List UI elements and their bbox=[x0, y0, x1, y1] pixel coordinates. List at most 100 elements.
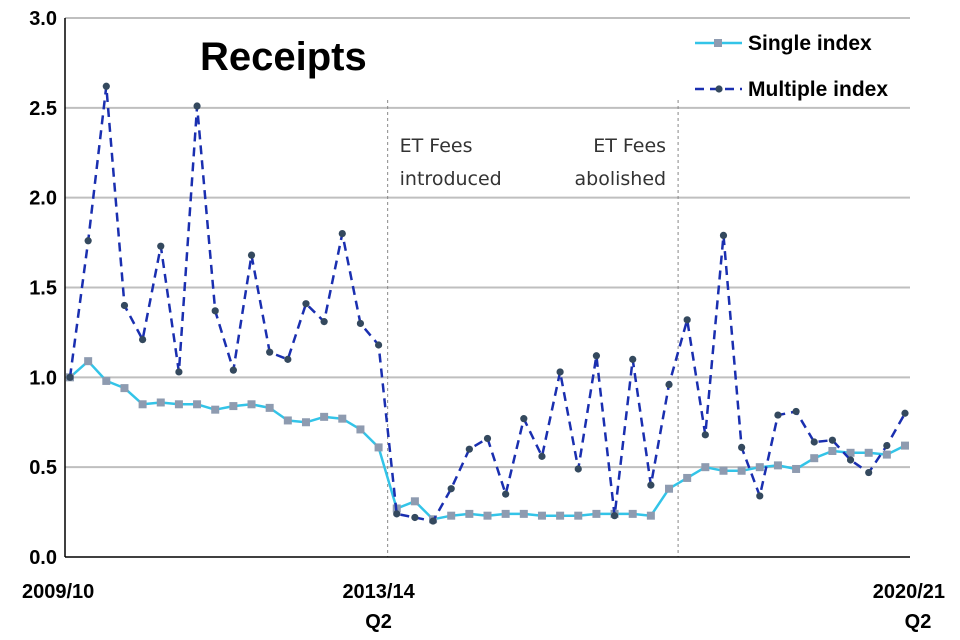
legend-marker bbox=[714, 39, 722, 47]
axes bbox=[64, 18, 910, 558]
data-point bbox=[665, 484, 674, 493]
data-point bbox=[773, 461, 782, 470]
data-point bbox=[301, 418, 310, 427]
data-point bbox=[320, 318, 328, 326]
data-point bbox=[537, 511, 546, 520]
series-layer bbox=[66, 82, 909, 525]
y-tick-label: 3.0 bbox=[29, 8, 57, 30]
data-point bbox=[828, 446, 837, 455]
x-tick-label: 2009/10 bbox=[22, 581, 94, 603]
data-point bbox=[665, 380, 673, 389]
data-point bbox=[719, 231, 728, 239]
data-point bbox=[284, 355, 292, 363]
data-point bbox=[247, 400, 256, 409]
data-point bbox=[156, 398, 165, 407]
data-point bbox=[865, 468, 873, 477]
data-point bbox=[574, 511, 583, 520]
data-point bbox=[647, 481, 655, 489]
data-point bbox=[502, 490, 510, 498]
chart-title: Receipts bbox=[200, 35, 367, 79]
data-point bbox=[846, 456, 855, 464]
y-tick-label: 2.0 bbox=[29, 188, 57, 210]
x-tick-label-line2: Q2 bbox=[365, 611, 392, 633]
data-point bbox=[520, 415, 528, 423]
data-point bbox=[592, 352, 601, 360]
data-point bbox=[756, 492, 764, 500]
data-point bbox=[556, 511, 565, 520]
data-point bbox=[193, 400, 202, 409]
data-point bbox=[393, 510, 401, 518]
y-tick-label: 1.5 bbox=[29, 278, 57, 300]
legend-label: Multiple index bbox=[748, 78, 888, 101]
data-point bbox=[755, 463, 764, 472]
data-point bbox=[737, 466, 746, 475]
data-point bbox=[338, 230, 346, 238]
annotation-text: abolished bbox=[575, 168, 667, 190]
data-point bbox=[229, 402, 238, 411]
data-point bbox=[465, 445, 473, 453]
data-point bbox=[628, 509, 637, 518]
data-point bbox=[501, 509, 510, 518]
data-point bbox=[120, 384, 129, 393]
x-tick-label: 2020/21 bbox=[873, 581, 945, 603]
data-point bbox=[356, 425, 365, 434]
data-point bbox=[738, 443, 746, 452]
y-tick-label: 0.5 bbox=[29, 457, 57, 479]
data-point bbox=[646, 511, 655, 520]
y-tick-label: 1.0 bbox=[29, 367, 57, 389]
data-point bbox=[229, 366, 237, 374]
x-tick-label-line2: Q2 bbox=[905, 611, 932, 633]
data-point bbox=[901, 441, 909, 450]
x-tick-label: 2013/14 bbox=[342, 581, 415, 603]
data-point bbox=[211, 405, 220, 414]
data-point bbox=[901, 409, 909, 417]
data-point bbox=[283, 416, 292, 425]
y-tick-label: 2.5 bbox=[29, 98, 57, 120]
data-point bbox=[175, 368, 183, 376]
data-point bbox=[701, 431, 709, 439]
data-point bbox=[320, 412, 329, 421]
data-point bbox=[719, 466, 728, 475]
data-point bbox=[792, 407, 800, 416]
data-point bbox=[683, 316, 691, 324]
data-point bbox=[157, 242, 165, 250]
data-point bbox=[411, 513, 419, 522]
data-point bbox=[556, 368, 564, 376]
data-point bbox=[247, 251, 256, 259]
annotations: ET Fees introduced ET Fees abolished bbox=[400, 135, 666, 190]
data-point bbox=[374, 341, 383, 349]
data-point bbox=[810, 454, 819, 463]
legend: Single index Multiple index bbox=[695, 32, 888, 101]
data-point bbox=[883, 442, 891, 450]
legend-label: Single index bbox=[748, 32, 872, 55]
data-point bbox=[374, 443, 383, 452]
data-point bbox=[538, 452, 546, 460]
data-point bbox=[683, 473, 692, 482]
data-point bbox=[447, 485, 455, 493]
data-point bbox=[810, 438, 818, 446]
annotation-text: ET Fees bbox=[593, 135, 666, 157]
data-point bbox=[465, 509, 474, 518]
data-point bbox=[265, 403, 274, 412]
data-point bbox=[84, 237, 92, 245]
x-axis-ticks: 2009/10 2013/14 Q2 2020/21 Q2 bbox=[22, 581, 945, 633]
data-point bbox=[338, 414, 347, 423]
legend-marker bbox=[715, 85, 723, 93]
series-line-multiple-index bbox=[68, 85, 907, 523]
data-point bbox=[864, 448, 873, 457]
data-point bbox=[610, 512, 619, 520]
data-point bbox=[138, 400, 147, 409]
y-axis-ticks: 0.0 0.5 1.0 1.5 2.0 2.5 3.0 bbox=[29, 8, 57, 569]
data-point bbox=[701, 463, 710, 472]
data-point bbox=[410, 497, 419, 506]
data-point bbox=[139, 336, 147, 344]
data-point bbox=[629, 355, 637, 363]
data-point bbox=[846, 448, 855, 457]
data-point bbox=[429, 517, 437, 525]
data-point bbox=[211, 307, 219, 315]
data-point bbox=[483, 434, 492, 443]
data-point bbox=[483, 511, 492, 520]
data-point bbox=[519, 509, 528, 518]
data-point bbox=[828, 436, 836, 444]
